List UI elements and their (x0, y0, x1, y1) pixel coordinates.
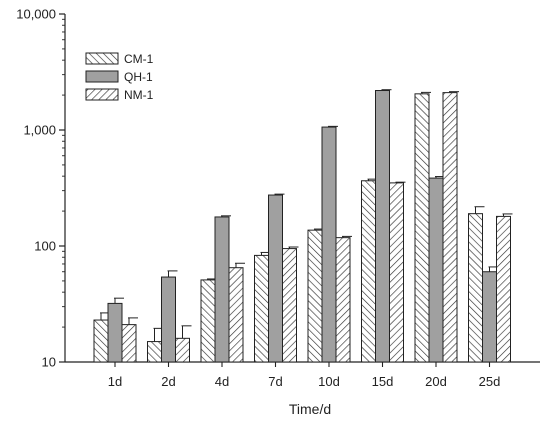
bar-qh-1 (107, 302, 123, 363)
bar-cm-1 (307, 229, 323, 363)
legend-swatch-nm-1 (85, 88, 119, 101)
y-tick-label: 100 (34, 239, 56, 254)
bar-nm-1 (121, 324, 137, 363)
legend: CM-1 QH-1 NM-1 (85, 52, 154, 102)
y-tick-label: 10,000 (16, 7, 56, 22)
bars (93, 89, 513, 363)
bar-qh-1 (161, 276, 176, 363)
bar-nm-1 (442, 92, 458, 363)
bar-qh-1 (482, 271, 497, 363)
y-tick-label: 1,000 (23, 123, 56, 138)
y-tick-label: 10 (42, 355, 56, 370)
legend-label: CM-1 (124, 52, 154, 66)
bar-qh-1 (214, 216, 230, 363)
bar-nm-1 (282, 248, 297, 363)
x-tick-label: 2d (161, 374, 175, 389)
bar-cm-1 (93, 319, 109, 363)
x-tick-label: 4d (215, 374, 229, 389)
bar-nm-1 (335, 237, 351, 363)
bar-cm-1 (147, 341, 162, 363)
axes: 10 100 1,000 10,000 1d 2d 4d 7d 10d 15d 20d 25d (16, 7, 540, 389)
x-tick-label: 10d (318, 374, 340, 389)
bar-cm-1 (414, 93, 430, 363)
x-tick-label: 15d (372, 374, 394, 389)
bar-nm-1 (228, 267, 244, 363)
x-tick-label: 1d (108, 374, 122, 389)
bar-nm-1 (496, 215, 511, 363)
legend-label: QH-1 (124, 70, 153, 84)
legend-swatch-qh-1 (85, 70, 119, 83)
bar-qh-1 (268, 194, 283, 363)
bar-nm-1 (175, 337, 190, 363)
bar-qh-1 (428, 177, 444, 363)
x-tick-label: 25d (479, 374, 501, 389)
legend-label: NM-1 (124, 88, 154, 102)
bar-cm-1 (468, 213, 483, 363)
bar-cm-1 (254, 254, 269, 363)
bar-cm-1 (361, 180, 376, 363)
x-tick-label: 20d (425, 374, 447, 389)
bar-cm-1 (200, 279, 216, 363)
bar-nm-1 (389, 182, 404, 363)
bar-qh-1 (321, 126, 337, 363)
x-tick-label: 7d (268, 374, 282, 389)
x-axis-title: Time/d (289, 401, 331, 417)
bar-qh-1 (375, 90, 390, 363)
legend-swatch-cm-1 (85, 52, 119, 65)
